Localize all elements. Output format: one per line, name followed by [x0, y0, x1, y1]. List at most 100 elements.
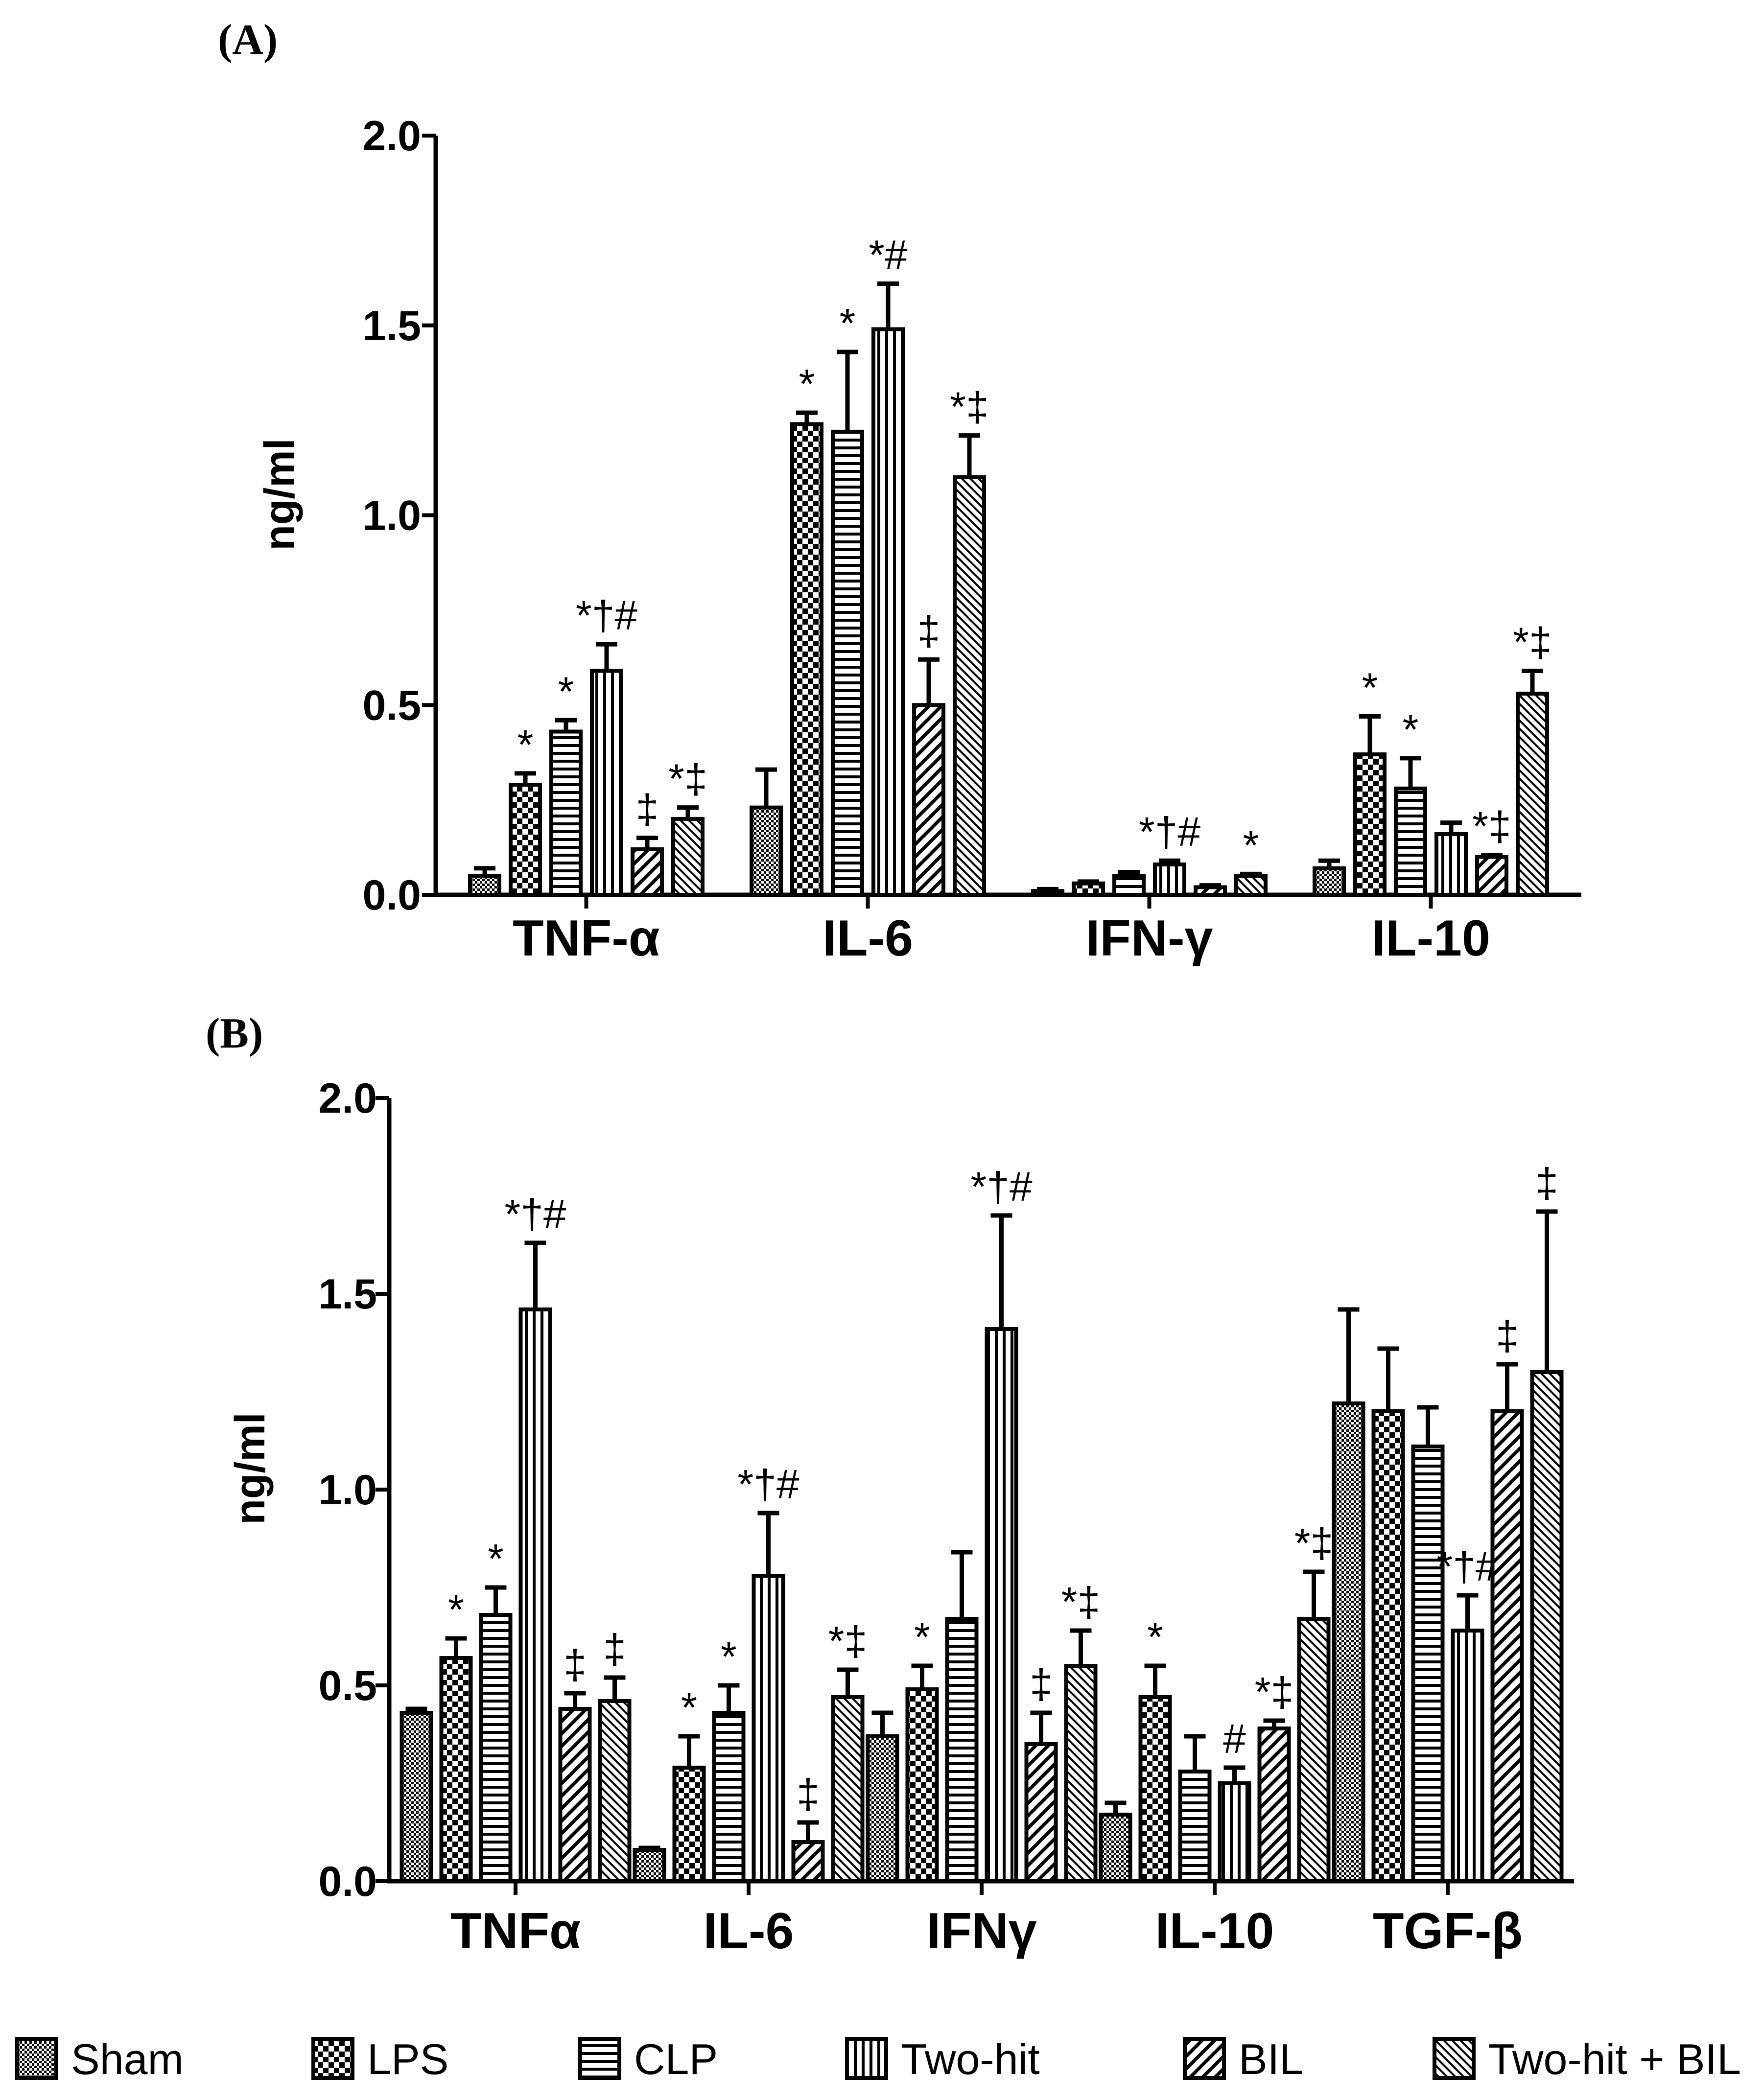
significance-label: ‡ [1535, 1160, 1558, 1206]
significance-label: *†# [737, 1461, 799, 1507]
bar-tnf-clp [549, 729, 583, 897]
panel-a-y-axis-label: ng/ml [256, 438, 303, 550]
bar-il-6-clp [831, 429, 864, 897]
bar-tnf-bil [558, 1707, 592, 1883]
legend-label-two-hit-bil: Two-hit + BIL [1488, 2035, 1741, 2083]
y-tick-label: 0.0 [318, 1858, 377, 1905]
significance-label: *†# [1436, 1543, 1498, 1589]
significance-label: *‡ [1472, 803, 1511, 849]
bar-tnf-lps [509, 783, 542, 897]
significance-label: ‡ [564, 1641, 587, 1687]
bar-il-6-two-hit-bil [953, 475, 986, 897]
bar-il-6-bil [791, 1840, 825, 1883]
bar-tnf-two-hit [518, 1307, 552, 1883]
bar-il-6-bil [912, 703, 945, 897]
y-tick-label: 1.0 [362, 492, 421, 539]
bar-il-10-clp [1394, 786, 1427, 897]
bar-tnf-bil [631, 847, 664, 897]
significance-label: * [799, 361, 815, 407]
significance-label: * [488, 1536, 504, 1582]
significance-label: ‡ [797, 1771, 820, 1817]
significance-label: # [1223, 1716, 1246, 1762]
bar-tnf-lps [439, 1656, 473, 1883]
bar-il-10-bil [1257, 1727, 1291, 1883]
bar-tgf-bil [1490, 1409, 1524, 1883]
panel-b-label: (B) [206, 1010, 263, 1057]
bar-il-6-two-hit-bil [831, 1695, 865, 1883]
significance-label: *†# [504, 1191, 566, 1237]
bar-tgf-clp [1411, 1445, 1445, 1883]
bar-il-6-two-hit [752, 1574, 785, 1883]
bar-tnf-sham [400, 1711, 433, 1883]
significance-label: *‡ [668, 756, 707, 802]
bar-il-6-lps [672, 1766, 706, 1883]
bar-il-10-bil [1475, 855, 1508, 897]
bar-il-6-sham [750, 805, 783, 897]
panel-a-chart: (A) ng/ml 0.00.51.01.52.0TNF-α***†#‡*‡IL… [218, 16, 1581, 967]
significance-label: ‡ [917, 607, 940, 653]
significance-label: * [558, 668, 574, 714]
significance-label: * [1403, 706, 1419, 752]
legend-label-sham: Sham [71, 2035, 184, 2083]
category-label-il-6: IL-6 [704, 1903, 794, 1960]
bar-tgf-two-hit [1451, 1629, 1484, 1883]
bar-il-10-clp [1178, 1770, 1212, 1883]
bar-ifn-clp [945, 1617, 979, 1883]
panel-b-y-axis-label: ng/ml [227, 1412, 274, 1524]
significance-label: * [517, 722, 534, 768]
bar-ifn-bil [1194, 885, 1227, 897]
legend: Sham LPS CLP Two-hit BIL Two-hit + BIL [15, 2035, 1741, 2083]
bar-il-10-two-hit [1218, 1781, 1251, 1883]
category-label-il-6: IL-6 [823, 910, 913, 967]
bar-ifn-two-hit [985, 1327, 1018, 1883]
bar-il-10-two-hit-bil [1297, 1617, 1331, 1883]
significance-label: * [1243, 822, 1259, 868]
bar-il-6-two-hit [871, 327, 905, 897]
legend-swatch-lps [311, 2037, 354, 2080]
bar-il-10-sham [1099, 1813, 1132, 1883]
significance-label: ‡ [603, 1626, 626, 1672]
significance-label: *‡ [1255, 1669, 1293, 1715]
legend-label-two-hit: Two-hit [901, 2035, 1040, 2083]
significance-label: *‡ [1294, 1520, 1333, 1566]
bar-ifn-lps [1072, 881, 1105, 897]
category-label-il-10: IL-10 [1155, 1903, 1274, 1960]
significance-label: *†# [576, 592, 637, 638]
bar-ifn-two-hit [1153, 862, 1186, 897]
bar-tgf-sham [1332, 1401, 1365, 1883]
bar-il-6-lps [790, 422, 823, 897]
y-tick-label: 1.5 [318, 1271, 377, 1318]
significance-label: * [1147, 1614, 1163, 1660]
significance-label: * [721, 1633, 737, 1680]
significance-label: *‡ [828, 1618, 867, 1664]
legend-label-bil: BIL [1239, 2035, 1303, 2083]
bar-il-6-sham [633, 1848, 666, 1883]
legend-label-clp: CLP [634, 2035, 718, 2083]
significance-label: * [914, 1614, 930, 1660]
legend-swatch-two-hit [845, 2037, 888, 2080]
significance-label: * [1362, 665, 1378, 711]
category-label-ifn: IFN-γ [1086, 910, 1213, 967]
bar-ifn-two-hit-bil [1064, 1664, 1098, 1883]
panel-b-chart: (B) ng/ml 0.0 0.5 1.0 1.5 2.0 TNFα * * *†# ‡ ‡ IL-6… [206, 1010, 1574, 1960]
bar-ifn-two-hit-bil [1234, 874, 1268, 897]
significance-label: *†# [1139, 809, 1200, 855]
significance-label: *# [869, 232, 908, 278]
significance-label: * [681, 1684, 697, 1730]
y-tick-label: 0.5 [362, 682, 421, 729]
y-tick-label: 0.0 [362, 872, 421, 919]
bar-ifn-sham [1031, 889, 1064, 897]
bar-il-10-sham [1313, 866, 1346, 897]
bar-ifn-bil [1024, 1742, 1058, 1883]
legend-swatch-sham [15, 2037, 58, 2080]
legend-swatch-clp [578, 2037, 621, 2080]
bar-tnf-two-hit [590, 669, 623, 897]
significance-label: * [840, 300, 856, 346]
bar-ifn-lps [905, 1687, 939, 1883]
bar-tnf-sham [468, 874, 501, 897]
legend-label-lps: LPS [367, 2035, 448, 2083]
bar-ifn-clp [1112, 874, 1146, 897]
y-tick-label: 0.5 [318, 1662, 377, 1709]
significance-label: *‡ [950, 384, 988, 430]
